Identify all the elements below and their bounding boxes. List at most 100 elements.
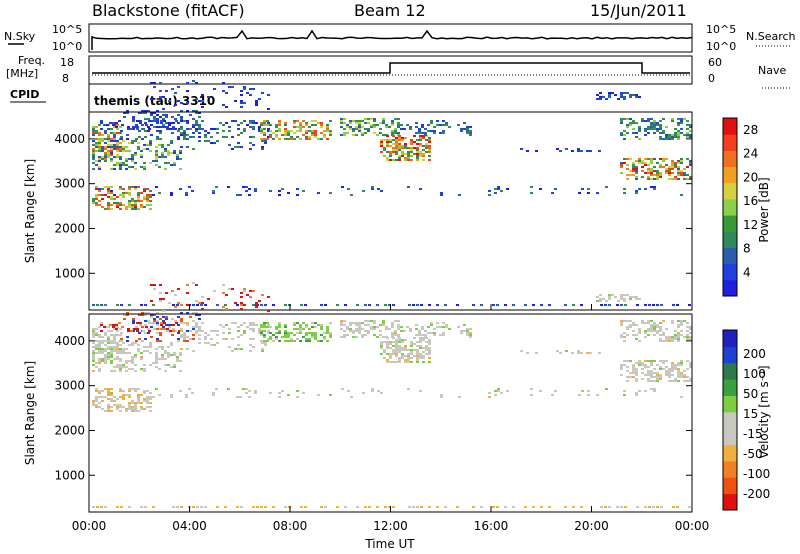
- colorbar-swatch: [723, 118, 737, 135]
- power-cell: [389, 153, 392, 155]
- power-cell: [170, 140, 173, 142]
- power-cell: [131, 154, 134, 156]
- velocity-cell: [240, 324, 243, 326]
- power-cell: [146, 188, 149, 190]
- power-cell: [113, 202, 116, 204]
- velocity-cell: [267, 310, 270, 312]
- power-cell: [135, 138, 138, 140]
- velocity-cell: [131, 344, 134, 346]
- velocity-cell: [159, 298, 162, 300]
- power-cell: [155, 154, 158, 156]
- velocity-cell: [140, 356, 143, 358]
- velocity-cell: [632, 370, 635, 372]
- velocity-cell: [398, 337, 401, 339]
- power-cell: [445, 124, 448, 126]
- velocity-cell: [361, 322, 364, 324]
- velocity-cell: [404, 359, 407, 361]
- velocity-cell: [141, 340, 144, 342]
- velocity-cell: [400, 326, 403, 328]
- velocity-cell: [404, 355, 407, 357]
- power-cell: [398, 139, 401, 141]
- velocity-cell: [635, 296, 638, 298]
- velocity-cell: [92, 402, 95, 404]
- velocity-colorbar-label: Velocity [m s⁻¹]: [757, 365, 771, 458]
- power-cell: [116, 154, 119, 156]
- velocity-cell: [110, 350, 113, 352]
- velocity-cell: [320, 328, 323, 330]
- velocity-cell: [377, 390, 380, 392]
- velocity-cell: [179, 352, 182, 354]
- velocity-cell: [149, 344, 152, 346]
- velocity-cell: [172, 330, 175, 332]
- power-cell: [293, 132, 296, 134]
- power-cell: [173, 152, 176, 154]
- velocity-cell: [95, 328, 98, 330]
- velocity-cell: [255, 306, 258, 308]
- velocity-cell: [520, 350, 523, 352]
- power-cell: [410, 155, 413, 157]
- power-cell: [383, 149, 386, 151]
- power-cell: [416, 155, 419, 157]
- velocity-cell: [650, 326, 653, 328]
- power-cell: [132, 128, 135, 130]
- velocity-cell: [216, 330, 219, 332]
- velocity-cell: [361, 328, 364, 330]
- power-cell: [180, 116, 183, 118]
- power-cell: [92, 130, 95, 132]
- velocity-cell: [635, 378, 638, 380]
- power-cell: [636, 304, 639, 306]
- colorbar-swatch: [723, 279, 737, 297]
- nsearch-tick-bottom: 10^0: [706, 40, 736, 53]
- power-cell: [128, 188, 131, 190]
- power-cell: [120, 304, 123, 306]
- velocity-cell: [162, 310, 165, 312]
- velocity-cell: [424, 330, 427, 332]
- power-cell: [116, 140, 119, 142]
- power-cell: [131, 166, 134, 168]
- power-cell: [143, 196, 146, 198]
- velocity-cell: [110, 370, 113, 372]
- velocity-cell: [290, 340, 293, 342]
- power-cell: [125, 160, 128, 162]
- velocity-cell: [343, 320, 346, 322]
- power-cell: [647, 118, 650, 120]
- velocity-cell: [131, 358, 134, 360]
- velocity-cell: [275, 338, 278, 340]
- power-cell: [113, 156, 116, 158]
- velocity-cell: [155, 366, 158, 368]
- power-cell: [433, 132, 436, 134]
- power-cell: [122, 150, 125, 152]
- velocity-cell: [104, 332, 107, 334]
- power-cell: [245, 186, 248, 188]
- power-cell: [180, 146, 183, 148]
- velocity-cell: [116, 344, 119, 346]
- velocity-cell: [144, 324, 147, 326]
- power-cell: [110, 208, 113, 210]
- velocity-cell: [623, 320, 626, 322]
- velocity-cell: [629, 324, 632, 326]
- power-cell: [164, 168, 167, 170]
- power-cell: [119, 188, 122, 190]
- power-cell: [107, 156, 110, 158]
- velocity-cell: [392, 351, 395, 353]
- velocity-cell: [110, 354, 113, 356]
- power-cell: [150, 124, 153, 126]
- power-cell: [159, 98, 162, 100]
- velocity-cell: [92, 360, 95, 362]
- power-cell: [207, 132, 210, 134]
- velocity-cell: [587, 394, 590, 396]
- velocity-cell: [95, 398, 98, 400]
- velocity-cell: [608, 506, 611, 508]
- power-cell: [272, 132, 275, 134]
- date-label: 15/Jun/2011: [590, 1, 687, 20]
- velocity-cell: [671, 370, 674, 372]
- power-cell: [144, 122, 147, 124]
- power-cell: [389, 141, 392, 143]
- power-cell: [163, 120, 166, 122]
- velocity-cell: [392, 341, 395, 343]
- velocity-cell: [632, 324, 635, 326]
- velocity-cell: [665, 340, 668, 342]
- velocity-cell: [656, 376, 659, 378]
- velocity-cell: [122, 352, 125, 354]
